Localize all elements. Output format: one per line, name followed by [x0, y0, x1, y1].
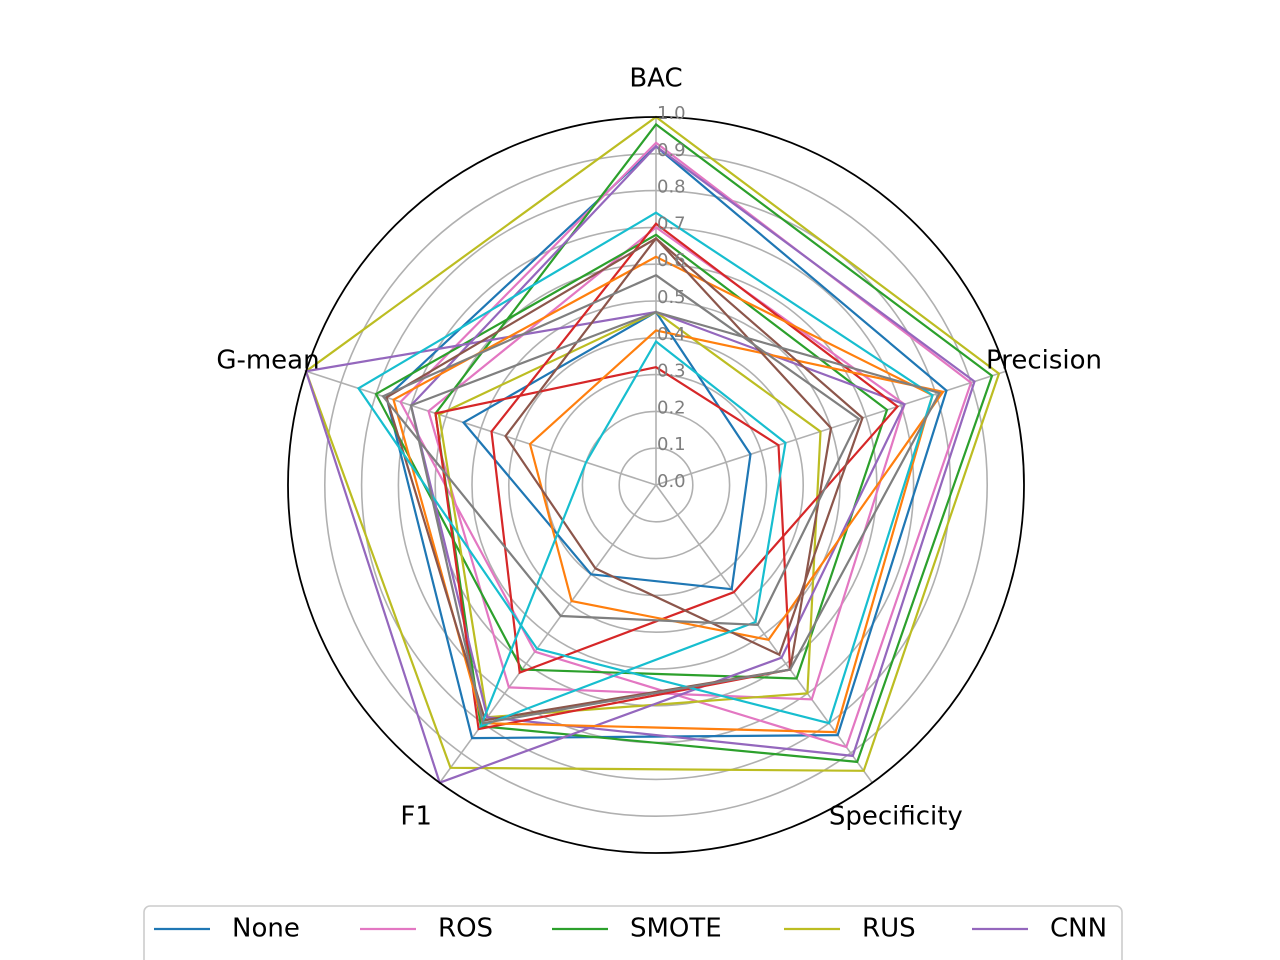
axis-labels: BAC Precision Specificity F1 G-mean — [216, 64, 1102, 832]
legend-label: None — [232, 957, 300, 960]
legend-label: SMOTE — [630, 914, 722, 944]
radial-tick-label: 0.6 — [657, 250, 686, 271]
axis-label-precision: Precision — [986, 345, 1102, 375]
series-line-17 — [478, 339, 787, 729]
radial-tick-label: 0.1 — [657, 434, 686, 455]
radial-tick-labels: 0.0 0.1 0.2 0.3 0.4 0.5 0.6 0.7 0.8 0.9 1.0 — [657, 103, 686, 492]
radial-tick-label: 0.2 — [657, 397, 686, 418]
legend-label: CNN — [1050, 957, 1107, 960]
series-line-1 — [461, 310, 752, 591]
legend-label: SMOTE — [630, 957, 722, 960]
radial-tick-label: 0.4 — [657, 324, 686, 345]
axis-label-bac: BAC — [629, 64, 682, 94]
series-line-15 — [385, 237, 833, 722]
series-line-9 — [304, 310, 907, 785]
series-line-14 — [504, 236, 864, 657]
radial-tick-label: 0.7 — [657, 213, 686, 234]
legend-label: RUS — [862, 914, 916, 944]
series-line-16 — [356, 211, 934, 725]
series-line-10 — [434, 366, 792, 731]
radar-series-lines — [304, 115, 1001, 785]
series-line-2 — [399, 141, 973, 749]
radial-tick-label: 0.3 — [657, 361, 686, 382]
axis-label-g-mean: G-mean — [216, 345, 319, 375]
axis-label-specificity: Specificity — [829, 802, 963, 832]
legend-box — [143, 905, 1123, 960]
series-line-11 — [490, 222, 900, 675]
series-line-18 — [381, 273, 861, 627]
legend-label: CNN — [1050, 914, 1107, 944]
legend: None ROS SMOTE RUS CNN None ROS SMOTE RUS CNN — [143, 905, 1123, 960]
series-line-4 — [434, 122, 994, 764]
series-line-19 — [409, 310, 942, 725]
axis-label-f1: F1 — [400, 802, 432, 832]
legend-label: ROS — [438, 957, 493, 960]
grid-spoke — [439, 484, 657, 784]
series-line-5 — [374, 233, 889, 680]
grid-spoke — [305, 370, 657, 486]
radar-outer-frame — [287, 116, 1025, 854]
series-line-7 — [437, 310, 822, 719]
series-line-13 — [392, 255, 934, 734]
legend-label: RUS — [862, 957, 916, 960]
radial-tick-label: 0.9 — [657, 140, 686, 161]
series-line-8 — [409, 144, 976, 758]
legend-label: None — [232, 914, 300, 944]
radial-tick-label: 0.8 — [657, 177, 686, 198]
radial-tick-label: 0.0 — [657, 471, 686, 492]
outer-circle — [287, 116, 1025, 854]
series-line-6 — [304, 115, 1001, 772]
radial-tick-label: 0.5 — [657, 287, 686, 308]
series-line-0 — [385, 144, 948, 740]
radial-tick-label: 1.0 — [657, 103, 686, 124]
legend-label: ROS — [438, 914, 493, 944]
